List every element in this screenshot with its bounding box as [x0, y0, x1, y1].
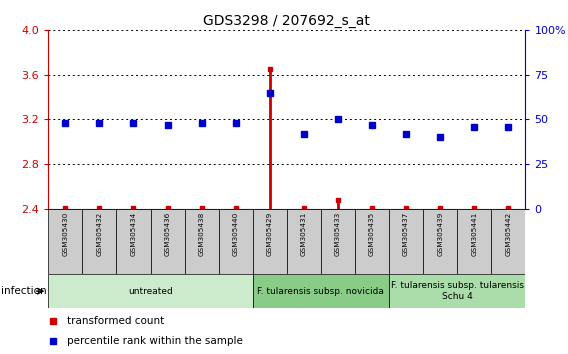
- Title: GDS3298 / 207692_s_at: GDS3298 / 207692_s_at: [203, 14, 370, 28]
- Text: untreated: untreated: [128, 287, 173, 296]
- Bar: [219, 209, 253, 274]
- Text: GSM305431: GSM305431: [301, 212, 307, 256]
- Text: F. tularensis subsp. tularensis
Schu 4: F. tularensis subsp. tularensis Schu 4: [391, 281, 524, 301]
- Text: GSM305433: GSM305433: [335, 212, 341, 256]
- Bar: [151, 209, 185, 274]
- Bar: [389, 274, 525, 308]
- Text: GSM305435: GSM305435: [369, 212, 375, 256]
- Bar: [389, 209, 423, 274]
- Bar: [116, 209, 151, 274]
- Bar: [185, 209, 219, 274]
- Bar: [48, 274, 253, 308]
- Text: transformed count: transformed count: [68, 316, 165, 326]
- Text: percentile rank within the sample: percentile rank within the sample: [68, 336, 243, 346]
- Text: GSM305442: GSM305442: [506, 212, 511, 256]
- Text: GSM305430: GSM305430: [62, 212, 68, 256]
- Bar: [48, 209, 82, 274]
- Bar: [491, 209, 525, 274]
- Text: GSM305436: GSM305436: [165, 212, 170, 256]
- Bar: [253, 209, 287, 274]
- Bar: [253, 274, 389, 308]
- Bar: [355, 209, 389, 274]
- Text: GSM305434: GSM305434: [131, 212, 136, 256]
- Bar: [457, 209, 491, 274]
- Text: GSM305440: GSM305440: [233, 212, 239, 256]
- Bar: [82, 209, 116, 274]
- Bar: [321, 209, 355, 274]
- Text: GSM305437: GSM305437: [403, 212, 409, 256]
- Text: GSM305438: GSM305438: [199, 212, 204, 256]
- Text: infection: infection: [1, 286, 47, 296]
- Text: GSM305429: GSM305429: [267, 212, 273, 256]
- Text: GSM305432: GSM305432: [97, 212, 102, 256]
- Bar: [423, 209, 457, 274]
- Text: GSM305439: GSM305439: [437, 212, 443, 256]
- Text: F. tularensis subsp. novicida: F. tularensis subsp. novicida: [257, 287, 385, 296]
- Bar: [287, 209, 321, 274]
- Text: GSM305441: GSM305441: [471, 212, 477, 256]
